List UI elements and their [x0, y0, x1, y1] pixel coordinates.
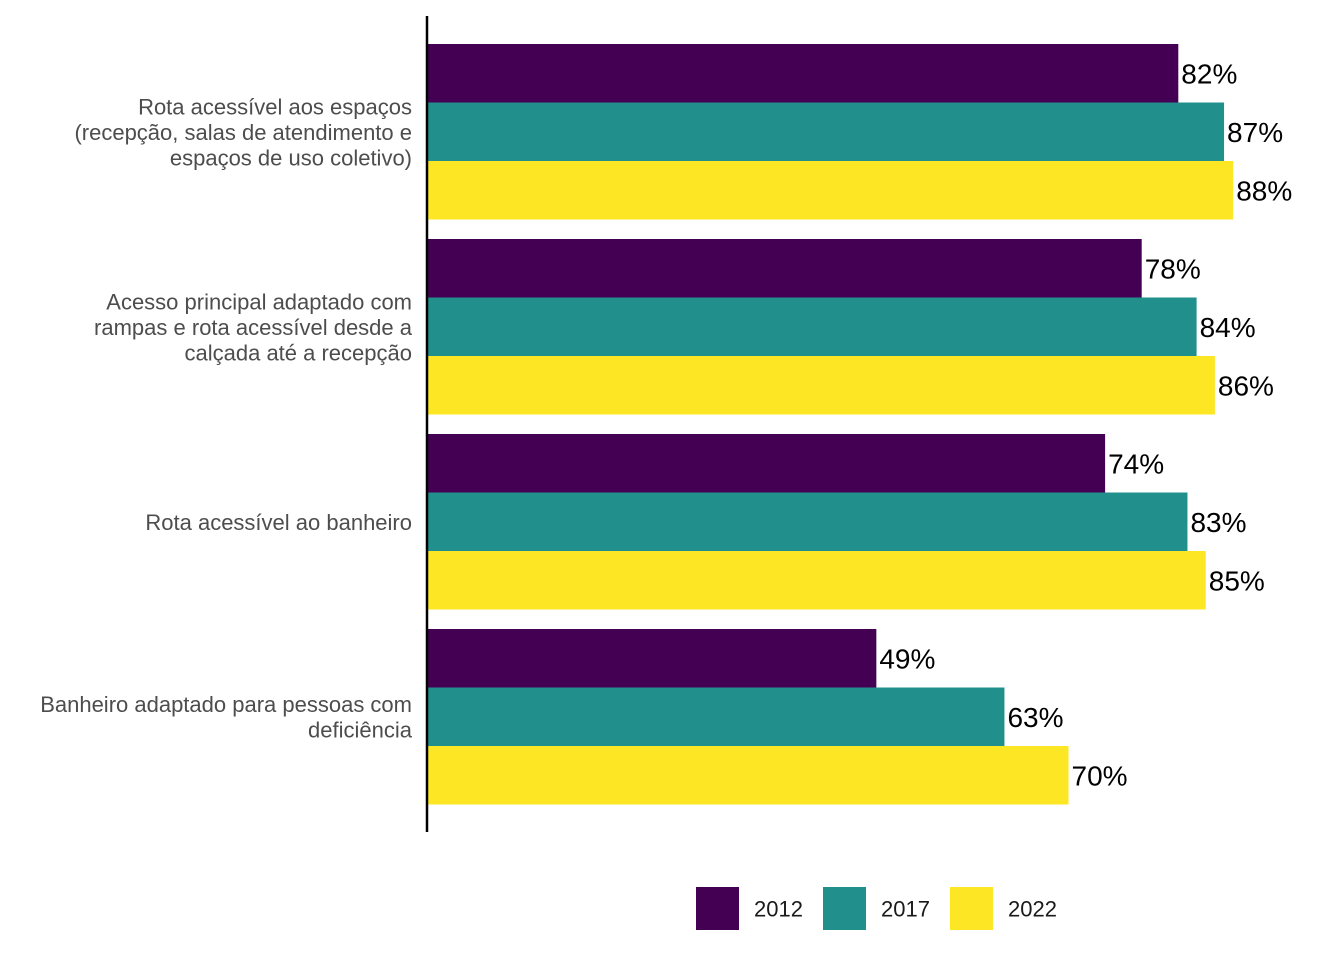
bar-2012-cat-3	[428, 434, 1106, 493]
legend: 2012 2017 2022	[696, 887, 1057, 930]
value-label-2012-cat-1: 82%	[1181, 58, 1237, 89]
category-label-line: (recepção, salas de atendimento e	[74, 120, 412, 145]
category-label-line: Acesso principal adaptado com	[106, 289, 412, 314]
value-labels-group: 82% 87% 88% 78% 84% 86% 74% 83% 85% 49% 63% 70%	[879, 58, 1292, 791]
value-label-2022-cat-1: 88%	[1236, 175, 1292, 206]
legend-label-2017: 2017	[881, 897, 930, 922]
bar-2022-cat-1	[428, 161, 1234, 220]
category-label-line: deficiência	[308, 718, 413, 743]
bar-2022-cat-2	[428, 356, 1215, 415]
bar-2012-cat-4	[428, 629, 877, 688]
bar-2022-cat-4	[428, 746, 1069, 805]
bar-2012-cat-1	[428, 44, 1179, 103]
legend-key-2022	[950, 887, 993, 930]
bar-2017-cat-3	[428, 492, 1188, 551]
value-label-2022-cat-2: 86%	[1218, 370, 1274, 401]
category-label-2: Acesso principal adaptado com rampas e ro…	[94, 289, 413, 365]
value-label-2017-cat-4: 63%	[1007, 702, 1063, 733]
category-label-line: espaços de uso coletivo)	[170, 145, 412, 170]
bar-2022-cat-3	[428, 551, 1206, 610]
category-label-line: Rota acessível ao banheiro	[145, 510, 412, 535]
category-label-line: Rota acessível aos espaços	[138, 94, 412, 119]
bar-2017-cat-1	[428, 102, 1225, 161]
legend-label-2022: 2022	[1008, 897, 1057, 922]
category-labels-group: Rota acessível aos espaços (recepção, sal…	[40, 94, 413, 742]
category-label-1: Rota acessível aos espaços (recepção, sal…	[74, 94, 412, 170]
category-label-4: Banheiro adaptado para pessoas com defici…	[40, 692, 413, 743]
value-label-2022-cat-3: 85%	[1209, 565, 1265, 596]
value-label-2022-cat-4: 70%	[1072, 760, 1128, 791]
category-label-3: Rota acessível ao banheiro	[145, 510, 412, 535]
bar-2017-cat-2	[428, 297, 1197, 356]
value-label-2017-cat-3: 83%	[1190, 507, 1246, 538]
bar-2012-cat-2	[428, 239, 1142, 298]
value-label-2012-cat-3: 74%	[1108, 448, 1164, 479]
legend-label-2012: 2012	[754, 897, 803, 922]
legend-key-2012	[696, 887, 739, 930]
value-label-2012-cat-4: 49%	[879, 643, 935, 674]
bar-2017-cat-4	[428, 687, 1005, 746]
value-label-2017-cat-2: 84%	[1200, 312, 1256, 343]
category-label-line: calçada até a recepção	[185, 340, 413, 365]
bars-group	[428, 44, 1234, 805]
value-label-2017-cat-1: 87%	[1227, 117, 1283, 148]
category-label-line: Banheiro adaptado para pessoas com	[40, 692, 412, 717]
value-label-2012-cat-2: 78%	[1145, 253, 1201, 284]
legend-key-2017	[823, 887, 866, 930]
category-label-line: rampas e rota acessível desde a	[94, 315, 413, 340]
